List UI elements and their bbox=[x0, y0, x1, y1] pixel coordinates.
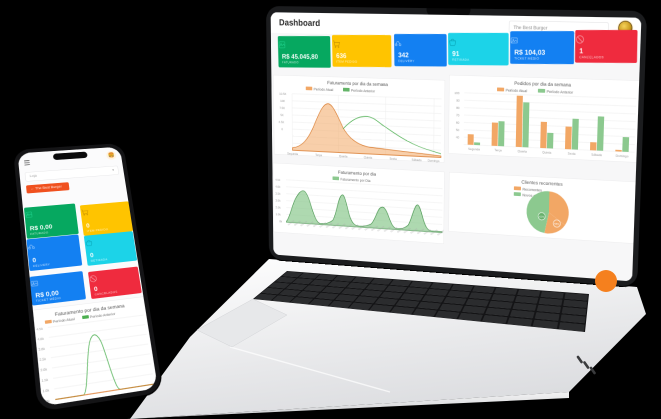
svg-text:90: 90 bbox=[456, 98, 460, 103]
svg-text:0k: 0k bbox=[46, 398, 51, 404]
svg-text:40: 40 bbox=[456, 135, 460, 140]
svg-text:0k: 0k bbox=[279, 219, 282, 223]
svg-text:100: 100 bbox=[454, 91, 459, 96]
svg-text:Segunda: Segunda bbox=[49, 403, 63, 406]
svg-text:0: 0 bbox=[281, 127, 283, 131]
svg-text:4.0k: 4.0k bbox=[37, 336, 45, 342]
svg-text:50: 50 bbox=[456, 128, 460, 133]
svg-text:3.0k: 3.0k bbox=[38, 346, 46, 352]
svg-text:10.5K: 10.5K bbox=[279, 92, 286, 97]
svg-text:7.5K: 7.5K bbox=[279, 106, 285, 110]
svg-text:2.0k: 2.0k bbox=[276, 205, 282, 210]
svg-text:2.5K: 2.5K bbox=[279, 120, 285, 124]
svg-text:Segunda: Segunda bbox=[468, 147, 480, 152]
svg-text:80: 80 bbox=[456, 106, 460, 111]
svg-text:3.5k: 3.5k bbox=[275, 191, 281, 196]
svg-text:Sexta: Sexta bbox=[389, 156, 397, 161]
svg-text:Quinta: Quinta bbox=[542, 150, 552, 155]
svg-text:Sexta: Sexta bbox=[568, 151, 577, 156]
svg-text:4.0k: 4.0k bbox=[275, 184, 281, 188]
svg-text:4.5k: 4.5k bbox=[275, 178, 281, 182]
svg-text:Quarta: Quarta bbox=[339, 154, 348, 159]
svg-text:2.5k: 2.5k bbox=[39, 356, 47, 362]
svg-text:1.0k: 1.0k bbox=[276, 212, 282, 217]
svg-text:1.5k: 1.5k bbox=[41, 377, 49, 383]
svg-text:4.5k: 4.5k bbox=[36, 326, 44, 332]
svg-text:Domingo: Domingo bbox=[616, 153, 629, 158]
svg-text:Quarta: Quarta bbox=[518, 149, 528, 154]
svg-text:60: 60 bbox=[456, 120, 460, 125]
svg-text:10K: 10K bbox=[280, 99, 285, 103]
svg-text:70: 70 bbox=[456, 113, 460, 118]
svg-text:Terça: Terça bbox=[494, 148, 502, 153]
svg-text:3.0k: 3.0k bbox=[275, 198, 281, 203]
svg-text:Sábado: Sábado bbox=[412, 157, 422, 162]
svg-text:2.0k: 2.0k bbox=[40, 367, 48, 373]
svg-text:5K: 5K bbox=[280, 113, 283, 117]
svg-text:Quinta: Quinta bbox=[364, 155, 373, 160]
svg-text:Segunda: Segunda bbox=[287, 151, 298, 156]
svg-text:Domingo: Domingo bbox=[428, 158, 440, 163]
svg-text:1.0k: 1.0k bbox=[42, 388, 50, 394]
svg-text:Sábado: Sábado bbox=[591, 152, 602, 157]
svg-text:Terça: Terça bbox=[315, 153, 322, 158]
